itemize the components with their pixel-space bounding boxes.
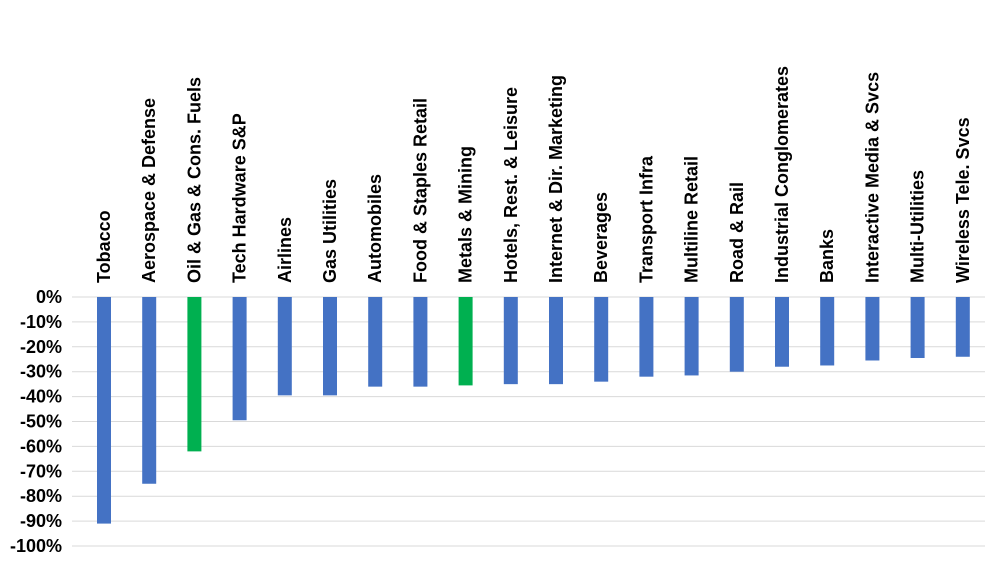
bars	[97, 297, 970, 524]
bar	[639, 297, 654, 377]
bar	[142, 297, 157, 484]
bar	[187, 297, 202, 452]
category-labels: Tobacco Aerospace & Defense Oil & Gas & Co…	[94, 66, 973, 283]
category-label: Multi-Utilities	[908, 170, 928, 283]
bar	[458, 297, 473, 386]
bar	[323, 297, 337, 396]
category-label: Oil & Gas & Cons. Fuels	[184, 77, 204, 283]
category-label: Aerospace & Defense	[139, 98, 159, 283]
category-label: Food & Staples Retail	[410, 98, 430, 283]
category-label: Wireless Tele. Svcs	[953, 117, 973, 283]
y-tick-label: -100%	[10, 536, 62, 556]
category-label: Beverages	[591, 192, 611, 283]
category-label: Metals & Mining	[456, 146, 476, 283]
bar	[820, 297, 835, 366]
category-label: Internet & Dir. Marketing	[546, 75, 566, 283]
category-label: Tobacco	[94, 210, 114, 283]
category-label: Gas Utilities	[320, 179, 340, 283]
category-label: Road & Rail	[727, 182, 747, 283]
gridlines	[72, 296, 985, 547]
category-label: Multiline Retail	[682, 156, 702, 283]
category-label: Hotels, Rest. & Leisure	[501, 87, 521, 283]
bar	[684, 297, 699, 376]
y-tick-label: -10%	[20, 312, 62, 332]
category-label: Interactive Media & Svcs	[862, 72, 882, 283]
y-tick-label: -70%	[20, 461, 62, 481]
category-label: Airlines	[275, 217, 295, 283]
bar	[955, 297, 970, 357]
y-tick-label: -50%	[20, 412, 62, 432]
category-label: Automobiles	[365, 174, 385, 283]
y-axis-tick-labels: 0% -10% -20% -30% -40% -50% -60% -70% -80% -90% -1…	[10, 287, 62, 556]
y-tick-label: -40%	[20, 387, 62, 407]
bar	[865, 297, 880, 361]
y-tick-label: 0%	[36, 287, 62, 307]
category-label: Transport Infra	[636, 155, 656, 283]
bar	[729, 297, 744, 372]
bar	[775, 297, 789, 367]
y-tick-label: -90%	[20, 511, 62, 531]
y-tick-label: -30%	[20, 362, 62, 382]
category-label: Tech Hardware S&P	[230, 113, 250, 283]
bar	[368, 297, 383, 387]
bar	[277, 297, 292, 396]
bar	[503, 297, 518, 385]
y-tick-label: -20%	[20, 337, 62, 357]
bar	[910, 297, 925, 359]
bar	[232, 297, 247, 421]
bar	[413, 297, 428, 387]
y-tick-label: -80%	[20, 486, 62, 506]
bar	[549, 297, 563, 385]
bar	[97, 297, 111, 524]
category-label: Banks	[817, 229, 837, 283]
y-tick-label: -60%	[20, 436, 62, 456]
category-label: Industrial Conglomerates	[772, 66, 792, 283]
bar	[594, 297, 609, 382]
